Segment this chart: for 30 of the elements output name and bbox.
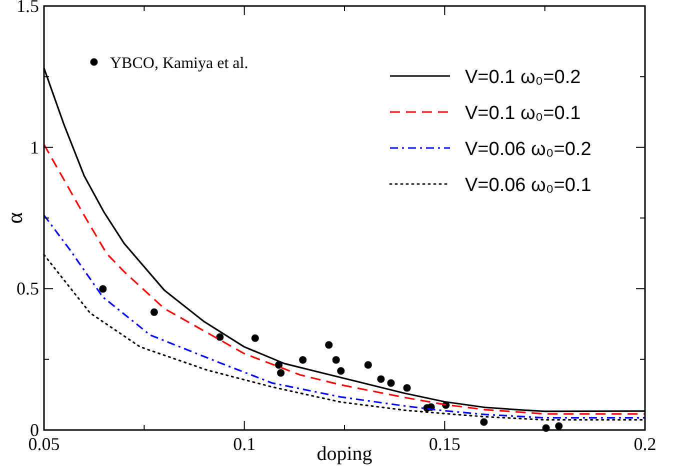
point — [332, 356, 340, 364]
legend-label: V=0.06 ω₀=0.1 — [465, 175, 592, 196]
point — [364, 361, 372, 369]
point — [403, 384, 411, 392]
y-tick-label: 1.5 — [16, 0, 39, 16]
y-tick-label: 0.5 — [16, 278, 39, 299]
line-series — [43, 144, 646, 415]
point — [299, 356, 307, 364]
y-tick-label: 1 — [30, 137, 39, 158]
point — [555, 422, 563, 430]
x-tick-label: 0.2 — [634, 434, 656, 454]
line-series — [43, 214, 646, 419]
x-axis-title: doping — [316, 443, 372, 465]
legend-label: V=0.1 ω₀=0.1 — [465, 103, 581, 124]
point — [150, 308, 158, 316]
point — [99, 285, 107, 293]
point — [387, 379, 395, 387]
y-axis-title: α — [2, 212, 27, 224]
legend-label: V=0.06 ω₀=0.2 — [465, 139, 592, 160]
legend-label: YBCO, Kamiya et al. — [110, 55, 248, 72]
point — [276, 369, 285, 377]
point — [377, 375, 385, 383]
point — [325, 341, 333, 349]
point — [251, 334, 259, 342]
point — [480, 418, 488, 426]
point — [337, 367, 345, 375]
point — [216, 333, 224, 341]
x-tick-label: 0.1 — [233, 434, 256, 454]
legend-label: V=0.1 ω₀=0.2 — [465, 67, 581, 88]
x-tick-label: 0.15 — [428, 434, 460, 454]
